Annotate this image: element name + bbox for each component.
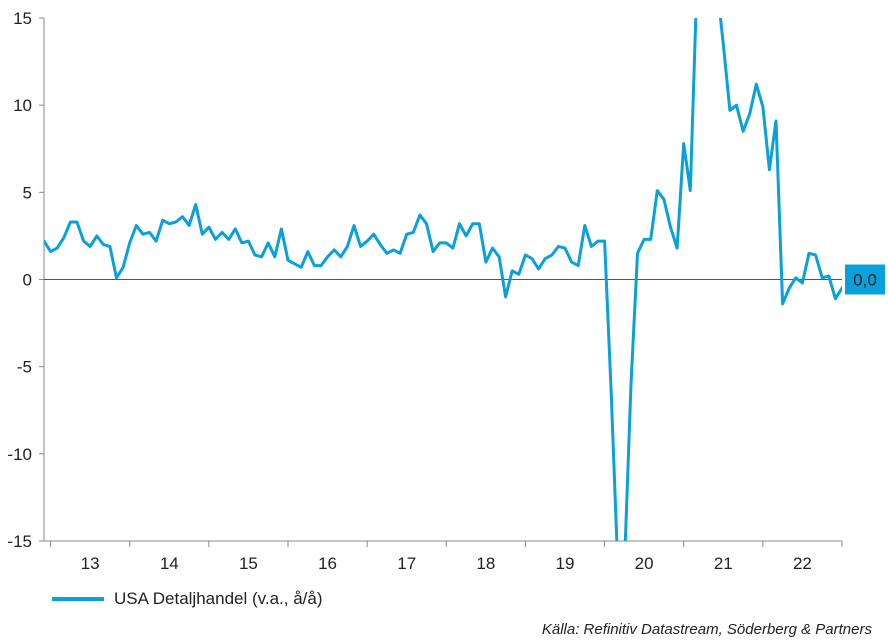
- end-value-label: 0,0: [853, 271, 877, 290]
- x-tick-label: 16: [318, 554, 337, 573]
- legend: USA Detaljhandel (v.a., å/å): [52, 589, 323, 609]
- x-tick-label: 21: [714, 554, 733, 573]
- end-value-box: [845, 264, 885, 295]
- x-tick-label: 18: [476, 554, 495, 573]
- y-tick-label: -10: [7, 445, 32, 464]
- x-tick-label: 15: [239, 554, 258, 573]
- x-tick-label: 13: [81, 554, 100, 573]
- series-line: [44, 18, 842, 541]
- series-layer: [44, 18, 842, 541]
- x-tick-label: 19: [556, 554, 575, 573]
- y-tick-label: 5: [23, 183, 32, 202]
- x-axis: 13 14 15 16 17 18 19 20 21 22: [44, 540, 843, 573]
- x-tick-label: 17: [397, 554, 416, 573]
- end-value-label-group: 0,0: [845, 264, 885, 295]
- y-tick-label: 10: [13, 96, 32, 115]
- y-tick-label: 15: [13, 9, 32, 28]
- legend-label: USA Detaljhandel (v.a., å/å): [114, 589, 323, 608]
- x-tick-label: 20: [635, 554, 654, 573]
- source-note: Källa: Refinitiv Datastream, Söderberg &…: [541, 621, 872, 638]
- y-tick-label: 0: [23, 271, 32, 290]
- x-tick-label: 14: [160, 554, 179, 573]
- legend-swatch: [52, 597, 104, 601]
- y-axis: 15 10 5 0 -5 -10 -15: [7, 9, 45, 551]
- x-tick-label: 22: [793, 554, 812, 573]
- y-tick-label: -15: [7, 532, 32, 551]
- y-tick-label: -5: [17, 358, 32, 377]
